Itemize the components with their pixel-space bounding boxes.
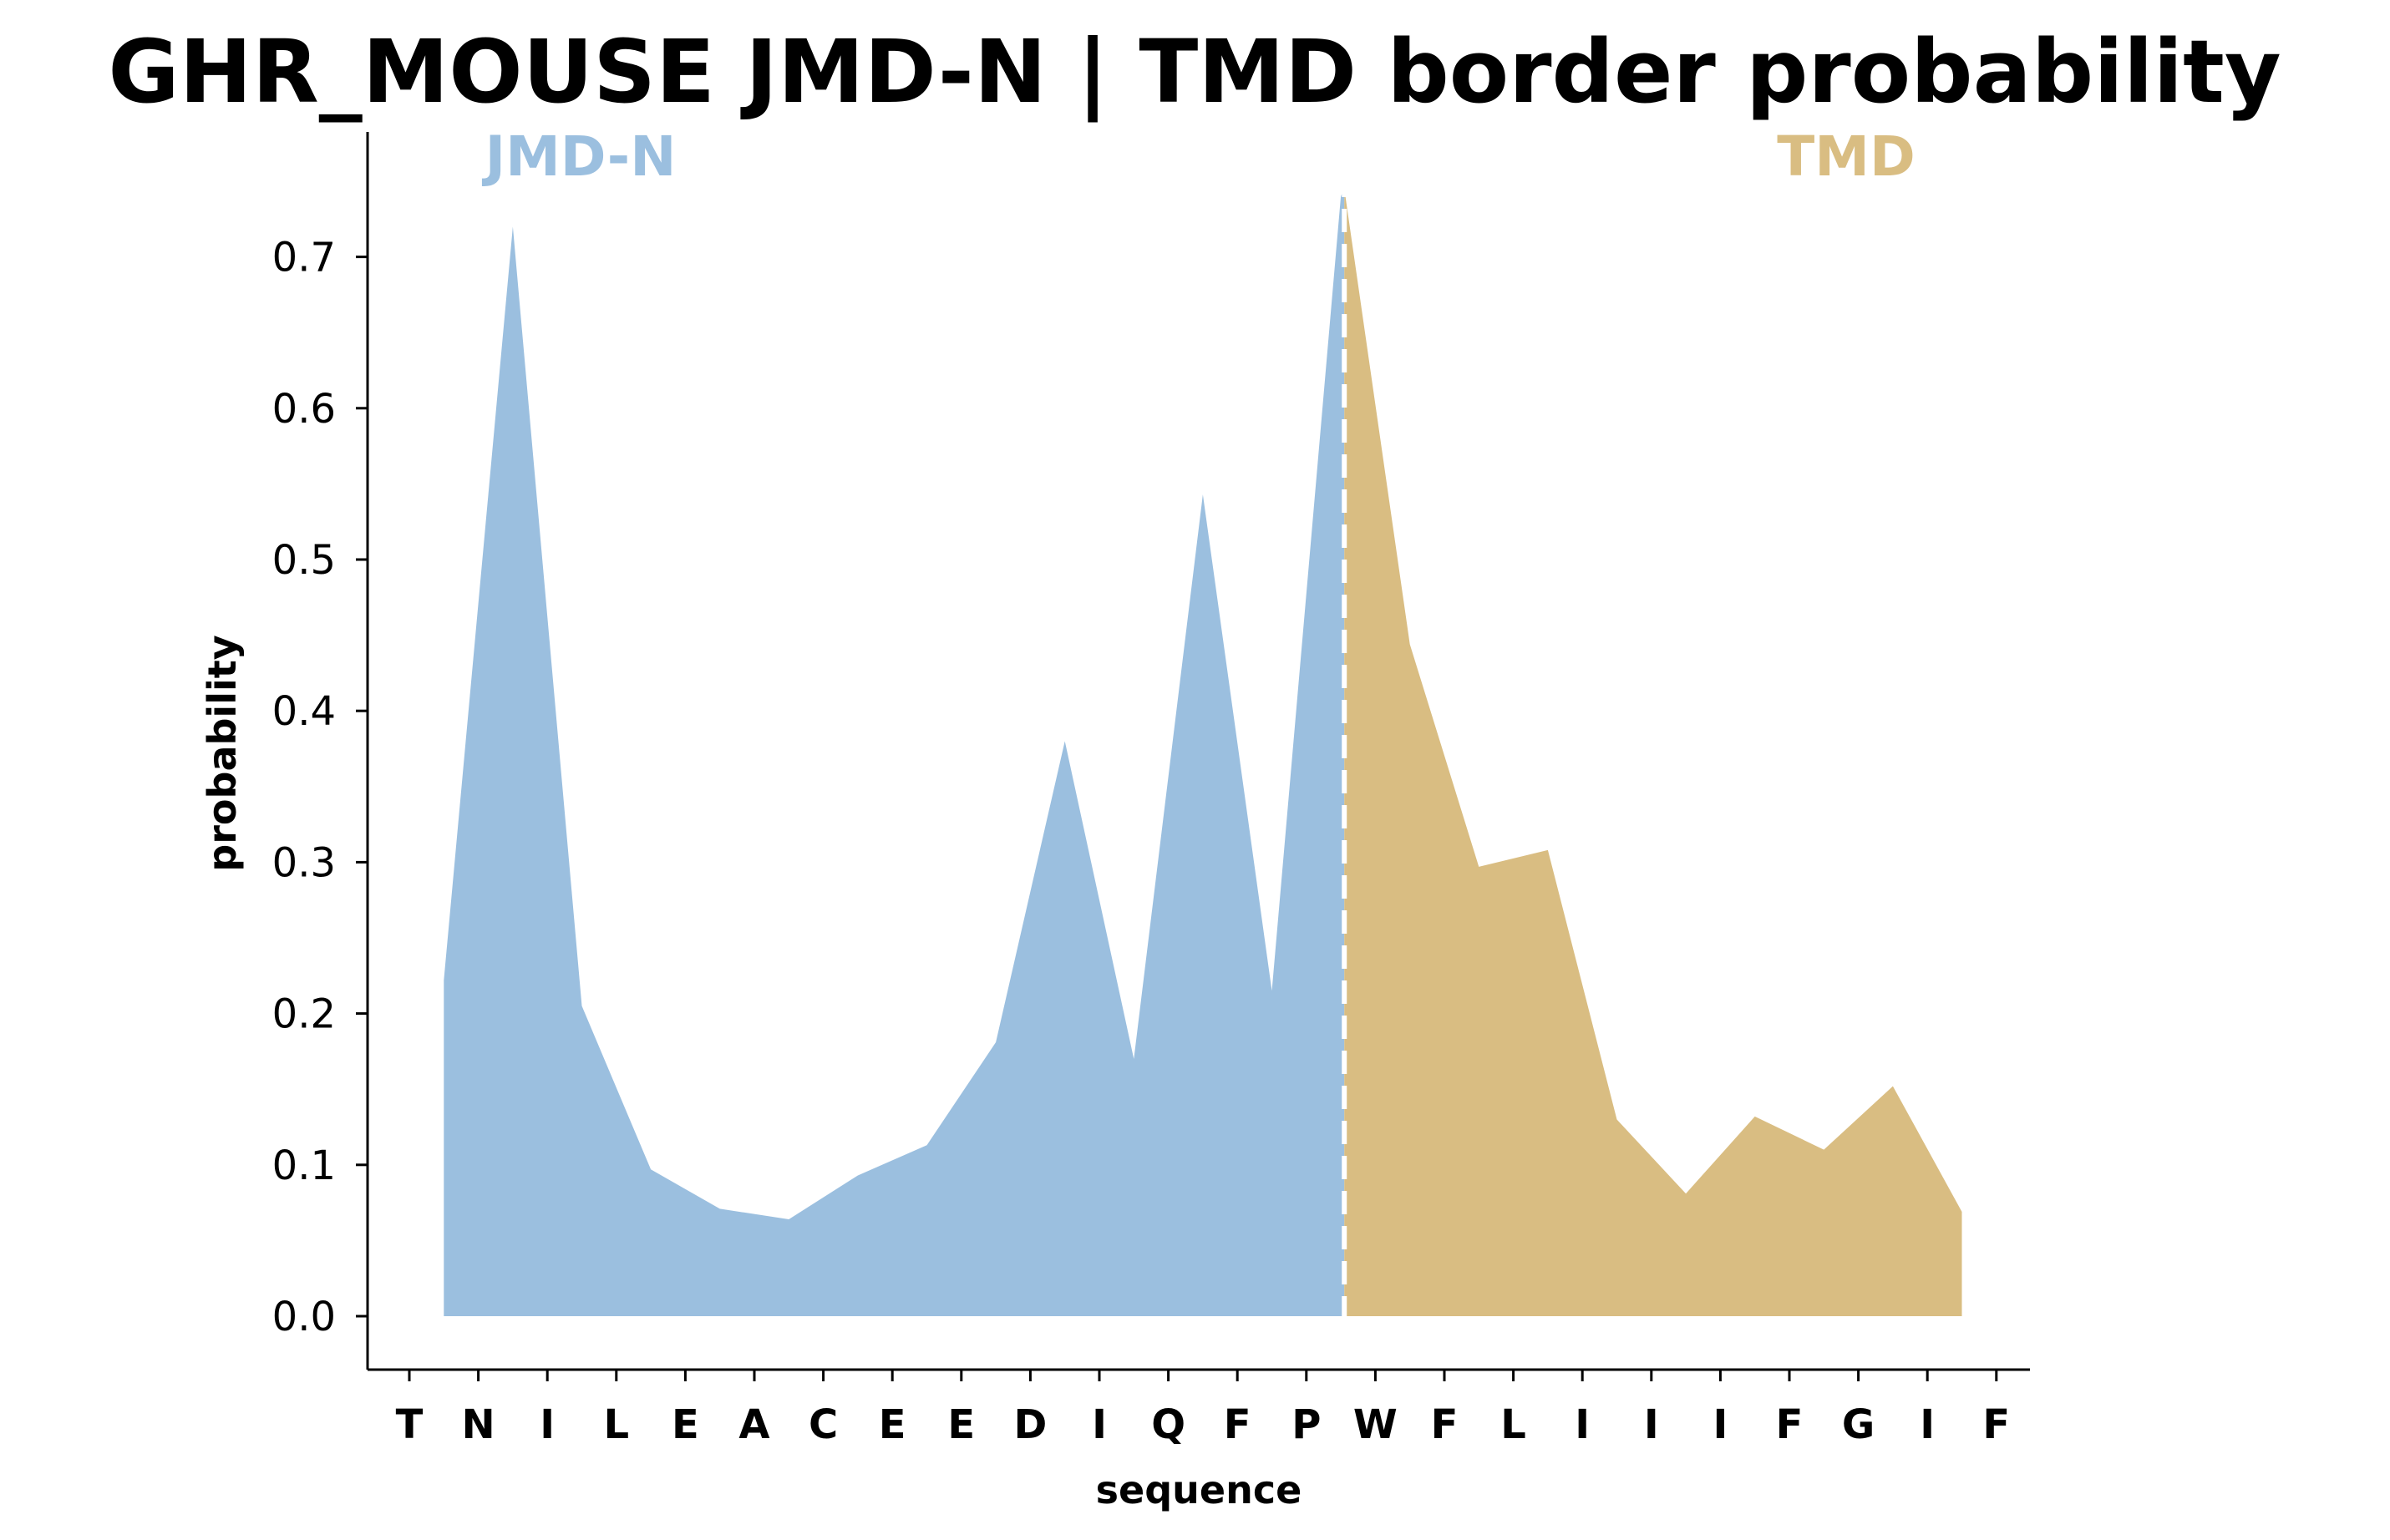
x-tick-label: W — [1353, 1401, 1398, 1448]
x-tick-label: I — [1575, 1401, 1590, 1448]
y-tick-label: 0.2 — [272, 991, 336, 1038]
x-tick-label: T — [396, 1401, 424, 1448]
x-axis-label: sequence — [1096, 1467, 1302, 1512]
y-tick-label: 0.0 — [272, 1294, 336, 1340]
x-tick-label: E — [672, 1401, 699, 1448]
x-tick-label: F — [1982, 1401, 2010, 1448]
y-tick-label: 0.5 — [272, 537, 336, 584]
x-tick-label: N — [462, 1401, 495, 1448]
x-tick-label: I — [1920, 1401, 1935, 1448]
x-tick-label: I — [1713, 1401, 1728, 1448]
region-label-jmd-n: JMD-N — [482, 124, 677, 189]
y-tick-label: 0.6 — [272, 386, 336, 433]
x-tick-label: C — [809, 1401, 838, 1448]
x-tick-label: L — [1500, 1401, 1526, 1448]
x-tick-label: I — [540, 1401, 555, 1448]
x-tick-label: F — [1224, 1401, 1251, 1448]
x-tick-label: I — [1644, 1401, 1659, 1448]
area-series-tmd — [1344, 189, 1962, 1316]
x-tick-label: A — [738, 1401, 769, 1448]
x-tick-label: D — [1013, 1401, 1047, 1448]
x-tick-label: P — [1291, 1401, 1321, 1448]
y-tick-label: 0.1 — [272, 1142, 336, 1189]
x-tick-label: I — [1092, 1401, 1107, 1448]
chart-title: GHR_MOUSE JMD-N | TMD border probability — [108, 21, 2281, 123]
region-label-tmd: TMD — [1777, 124, 1915, 189]
x-tick-label: F — [1431, 1401, 1459, 1448]
x-tick-label: E — [879, 1401, 906, 1448]
x-tick-label: L — [604, 1401, 630, 1448]
y-tick-label: 0.4 — [272, 688, 336, 735]
y-ticks-group: 0.0 0.1 0.2 0.3 0.4 0.5 0.6 0.7 — [272, 235, 368, 1340]
y-axis-label: probability — [200, 635, 245, 871]
area-series-group — [444, 189, 1962, 1316]
x-tick-label: Q — [1151, 1401, 1185, 1448]
x-tick-label: E — [947, 1401, 975, 1448]
y-tick-label: 0.3 — [272, 839, 336, 886]
y-tick-label: 0.7 — [272, 235, 336, 281]
area-series-jmd-n — [444, 189, 1345, 1316]
x-tick-label: F — [1776, 1401, 1804, 1448]
x-tick-label: G — [1842, 1401, 1875, 1448]
